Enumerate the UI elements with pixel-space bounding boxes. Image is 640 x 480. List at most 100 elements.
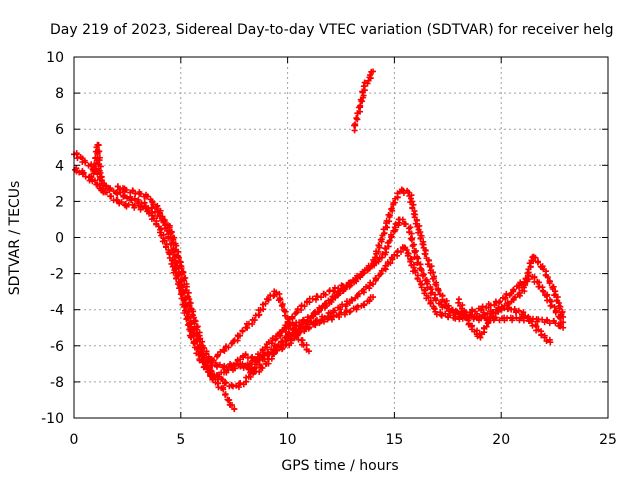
data-point <box>428 263 435 270</box>
y-tick-label: -6 <box>50 339 64 355</box>
data-point <box>175 271 182 278</box>
data-point <box>560 313 567 320</box>
data-point <box>322 300 329 307</box>
data-point <box>338 309 345 316</box>
data-point <box>354 272 361 279</box>
data-point <box>187 305 194 312</box>
data-point <box>370 68 377 75</box>
data-point <box>98 187 105 194</box>
data-point <box>360 83 367 90</box>
data-point <box>80 169 87 176</box>
data-point <box>430 269 437 276</box>
data-point <box>419 241 426 248</box>
y-tick-label: 6 <box>55 122 64 138</box>
data-point <box>278 302 285 309</box>
data-point <box>367 262 374 269</box>
data-point <box>412 269 419 276</box>
x-tick-label: 15 <box>385 432 403 448</box>
data-point <box>322 291 329 298</box>
data-point <box>278 338 285 345</box>
data-point <box>422 250 429 257</box>
data-point <box>386 212 393 219</box>
x-tick-label: 20 <box>492 432 510 448</box>
data-point <box>225 344 232 351</box>
data-point <box>286 319 293 326</box>
data-point <box>116 186 123 193</box>
data-point <box>260 351 267 358</box>
data-point <box>552 309 559 316</box>
data-point <box>365 265 372 272</box>
data-point <box>139 204 146 211</box>
data-point <box>546 280 553 287</box>
data-point <box>409 204 416 211</box>
data-point <box>214 352 221 359</box>
data-point <box>388 206 395 213</box>
data-point <box>560 324 567 331</box>
data-point <box>194 337 201 344</box>
data-point <box>467 312 474 319</box>
data-point <box>510 286 517 293</box>
data-point <box>414 275 421 282</box>
data-series <box>71 68 567 413</box>
data-point <box>222 379 229 386</box>
data-point <box>543 338 550 345</box>
data-point <box>114 183 121 190</box>
data-point <box>345 280 352 287</box>
data-point <box>538 331 545 338</box>
data-point <box>512 294 519 301</box>
data-point <box>478 315 485 322</box>
data-point <box>541 334 548 341</box>
data-point <box>351 122 358 129</box>
series-4 <box>187 319 238 413</box>
y-tick-label: -2 <box>50 267 64 283</box>
data-point <box>314 293 321 300</box>
data-point <box>265 339 272 346</box>
series-3 <box>114 183 567 391</box>
data-point <box>394 247 401 254</box>
data-point <box>222 391 229 398</box>
data-point <box>311 311 318 318</box>
data-point <box>347 308 354 315</box>
data-point <box>404 252 411 259</box>
data-point <box>274 347 281 354</box>
data-point <box>273 335 280 342</box>
data-point <box>325 297 332 304</box>
data-point <box>82 159 89 166</box>
data-point <box>407 224 414 231</box>
data-point <box>431 305 438 312</box>
data-point <box>88 174 95 181</box>
data-point <box>409 243 416 250</box>
data-point <box>131 195 138 202</box>
y-tick-label: 4 <box>55 158 64 174</box>
data-point <box>175 254 182 261</box>
data-point <box>532 254 539 261</box>
y-tick-label: -8 <box>50 375 64 391</box>
data-point <box>253 358 260 365</box>
data-point <box>371 261 378 268</box>
data-point <box>386 237 393 244</box>
data-point <box>277 296 284 303</box>
data-point <box>169 247 176 254</box>
data-point <box>502 294 509 301</box>
data-point <box>251 365 258 372</box>
y-tick-label: 2 <box>55 194 64 210</box>
data-point <box>279 345 286 352</box>
data-point <box>497 298 504 305</box>
data-point <box>357 274 364 281</box>
chart-title: Day 219 of 2023, Sidereal Day-to-day VTE… <box>50 22 613 38</box>
data-point <box>168 234 175 241</box>
data-point <box>407 195 414 202</box>
data-point <box>186 308 193 315</box>
data-point <box>329 316 336 323</box>
data-point <box>377 271 384 278</box>
data-point <box>94 181 101 188</box>
data-point <box>462 313 469 320</box>
data-point <box>455 299 462 306</box>
data-point <box>239 327 246 334</box>
data-point <box>204 360 211 367</box>
data-point <box>398 248 405 255</box>
data-point <box>294 306 301 313</box>
data-point <box>259 364 266 371</box>
data-point <box>425 294 432 301</box>
